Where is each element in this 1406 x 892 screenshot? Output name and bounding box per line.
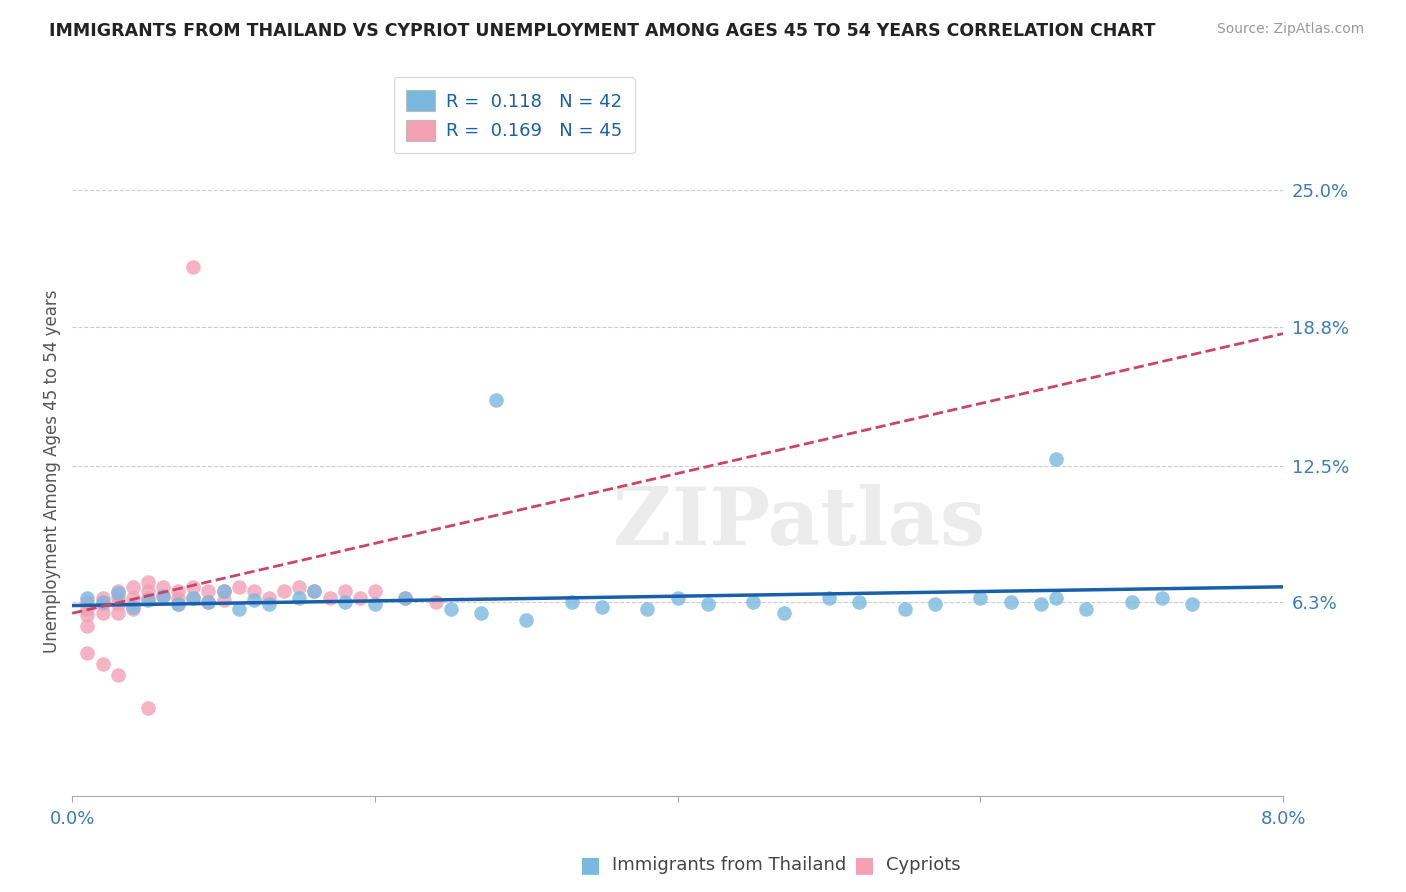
Point	[1121, 595, 1143, 609]
Point	[304, 584, 326, 599]
Point	[772, 607, 794, 621]
Point	[1045, 591, 1067, 605]
Point	[136, 701, 159, 715]
Text: ZIPatlas: ZIPatlas	[613, 484, 986, 562]
Point	[228, 602, 250, 616]
Point	[636, 602, 658, 616]
Text: Immigrants from Thailand: Immigrants from Thailand	[612, 856, 846, 874]
Point	[212, 584, 235, 599]
Point	[288, 580, 311, 594]
Point	[848, 595, 870, 609]
Point	[243, 584, 266, 599]
Point	[197, 584, 219, 599]
Point	[152, 589, 174, 603]
Point	[1029, 598, 1052, 612]
Point	[107, 668, 129, 682]
Point	[121, 591, 143, 605]
Point	[121, 602, 143, 616]
Point	[91, 591, 114, 605]
Point	[183, 591, 205, 605]
Point	[440, 602, 463, 616]
Point	[212, 584, 235, 599]
Point	[76, 646, 98, 660]
Point	[1152, 591, 1174, 605]
Point	[76, 602, 98, 616]
Point	[591, 599, 613, 614]
Point	[76, 619, 98, 633]
Text: Cypriots: Cypriots	[886, 856, 960, 874]
Point	[1000, 595, 1022, 609]
Point	[183, 260, 205, 275]
Point	[228, 580, 250, 594]
Legend: R =  0.118   N = 42, R =  0.169   N = 45: R = 0.118 N = 42, R = 0.169 N = 45	[394, 78, 636, 153]
Point	[969, 591, 991, 605]
Point	[894, 602, 917, 616]
Point	[136, 584, 159, 599]
Point	[91, 607, 114, 621]
Point	[136, 593, 159, 607]
Point	[349, 591, 371, 605]
Point	[470, 607, 492, 621]
Point	[107, 586, 129, 600]
Point	[107, 598, 129, 612]
Point	[152, 589, 174, 603]
Point	[183, 591, 205, 605]
Point	[121, 599, 143, 614]
Text: Source: ZipAtlas.com: Source: ZipAtlas.com	[1216, 22, 1364, 37]
Text: ■: ■	[581, 855, 600, 875]
Point	[1045, 452, 1067, 467]
Point	[304, 584, 326, 599]
Point	[183, 580, 205, 594]
Point	[288, 591, 311, 605]
Point	[167, 598, 190, 612]
Point	[425, 595, 447, 609]
Point	[318, 591, 340, 605]
Point	[107, 607, 129, 621]
Point	[197, 595, 219, 609]
Point	[243, 593, 266, 607]
Point	[167, 591, 190, 605]
Point	[257, 598, 280, 612]
Point	[91, 657, 114, 671]
Point	[364, 584, 387, 599]
Point	[485, 392, 508, 407]
Point	[212, 593, 235, 607]
Point	[136, 575, 159, 590]
Point	[107, 591, 129, 605]
Point	[91, 598, 114, 612]
Point	[561, 595, 583, 609]
Point	[924, 598, 946, 612]
Point	[697, 598, 720, 612]
Point	[742, 595, 765, 609]
Point	[257, 591, 280, 605]
Point	[76, 591, 98, 605]
Point	[333, 584, 356, 599]
Point	[364, 598, 387, 612]
Text: IMMIGRANTS FROM THAILAND VS CYPRIOT UNEMPLOYMENT AMONG AGES 45 TO 54 YEARS CORRE: IMMIGRANTS FROM THAILAND VS CYPRIOT UNEM…	[49, 22, 1156, 40]
Point	[515, 613, 537, 627]
Text: ■: ■	[855, 855, 875, 875]
Point	[76, 595, 98, 609]
Point	[121, 580, 143, 594]
Point	[666, 591, 689, 605]
Point	[167, 598, 190, 612]
Point	[136, 591, 159, 605]
Point	[394, 591, 416, 605]
Point	[273, 584, 295, 599]
Point	[76, 608, 98, 623]
Point	[394, 591, 416, 605]
Point	[818, 591, 841, 605]
Point	[1181, 598, 1204, 612]
Point	[91, 595, 114, 609]
Point	[167, 584, 190, 599]
Point	[333, 595, 356, 609]
Point	[1076, 602, 1098, 616]
Point	[197, 595, 219, 609]
Y-axis label: Unemployment Among Ages 45 to 54 years: Unemployment Among Ages 45 to 54 years	[44, 290, 60, 653]
Point	[152, 580, 174, 594]
Point	[107, 584, 129, 599]
